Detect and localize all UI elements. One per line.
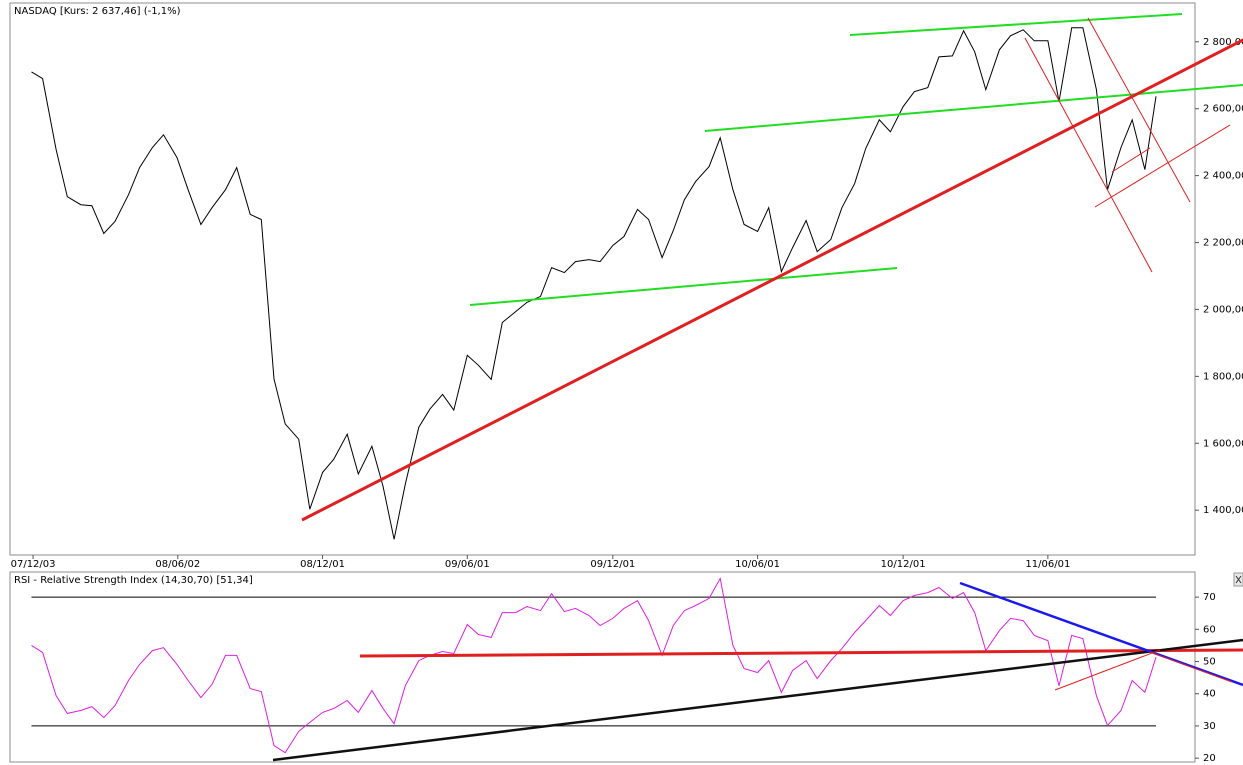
marks: NASDAQ [Kurs: 2 637,46] (-1,1%) 1 400,00 1… xyxy=(11,6,1243,764)
x-tick-label: 10/06/01 xyxy=(735,559,780,570)
y-tick-label: 60 xyxy=(1203,624,1216,635)
trendline xyxy=(1094,124,1231,208)
x-tick-label: 07/12/03 xyxy=(11,559,56,570)
y-tick-label: 2 000,00 xyxy=(1203,304,1243,315)
y-tick-label: 50 xyxy=(1203,657,1216,668)
x-tick-label: 09/06/01 xyxy=(445,559,490,570)
x-tick-label: 08/06/02 xyxy=(155,559,200,570)
trendline xyxy=(1024,37,1153,273)
trendline xyxy=(704,84,1243,132)
y-tick-label: 70 xyxy=(1203,592,1216,603)
data-line xyxy=(31,576,1157,754)
panel-title: NASDAQ [Kurs: 2 637,46] (-1,1%) xyxy=(14,6,181,17)
x-tick-label: 08/12/01 xyxy=(300,559,345,570)
y-tick-label: 20 xyxy=(1203,753,1216,764)
trendline xyxy=(272,638,1243,762)
trendlines xyxy=(272,13,1243,762)
y-tick-label: 1 800,00 xyxy=(1203,371,1243,382)
y-tick-label: 2 600,00 xyxy=(1203,104,1243,115)
panel-button-icon xyxy=(1235,575,1242,584)
trendline xyxy=(359,648,1243,658)
price-panel xyxy=(9,2,1196,556)
x-tick-label: 09/12/01 xyxy=(590,559,635,570)
data-line xyxy=(31,27,1157,540)
trendline xyxy=(1087,17,1191,203)
trendline xyxy=(1054,649,1161,691)
x-tick-label: 10/12/01 xyxy=(881,559,926,570)
trendline xyxy=(1111,147,1151,173)
y-tick-label: 1 600,00 xyxy=(1203,438,1243,449)
y-tick-label: 2 800,00 xyxy=(1203,37,1243,48)
trendline xyxy=(469,267,898,306)
y-tick-label: 40 xyxy=(1203,689,1216,700)
y-tick-label: 2 200,00 xyxy=(1203,238,1243,249)
y-tick-label: 1 400,00 xyxy=(1203,505,1243,516)
trendline xyxy=(301,38,1243,522)
y-tick-label: 30 xyxy=(1203,721,1216,732)
rsi-panel xyxy=(9,571,1196,763)
trendline xyxy=(1149,651,1233,683)
panel-title: RSI - Relative Strength Index (14,30,70)… xyxy=(14,575,253,586)
trendline xyxy=(959,581,1243,687)
trendline xyxy=(849,13,1183,36)
y-tick-label: 2 400,00 xyxy=(1203,171,1243,182)
x-tick-label: 11/06/01 xyxy=(1025,559,1070,570)
